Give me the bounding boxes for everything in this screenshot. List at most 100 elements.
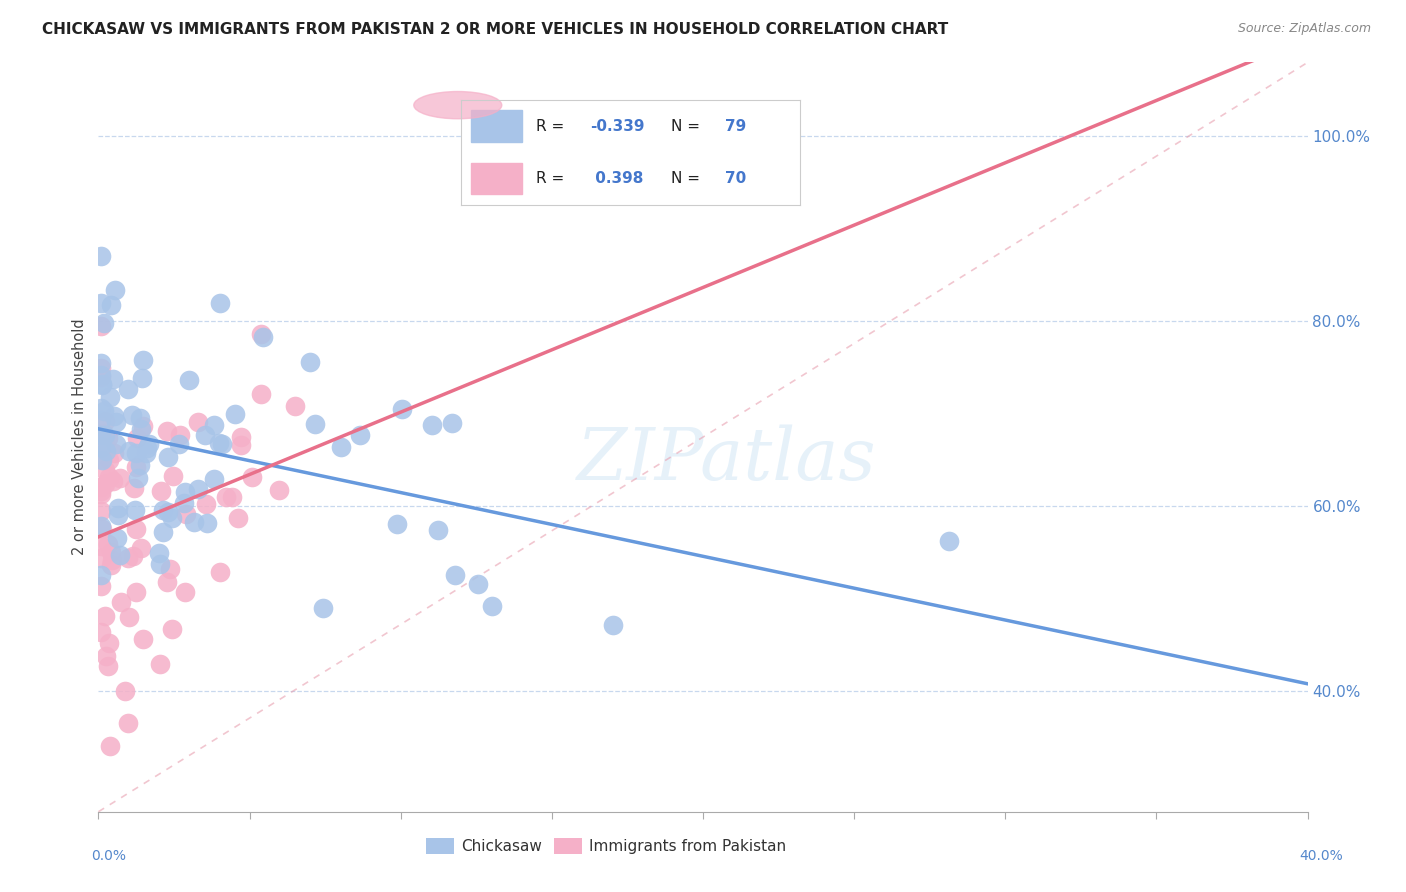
Point — [90, 356, 112, 370]
Point — [159, 562, 181, 576]
Point — [202, 418, 225, 433]
Point — [329, 440, 352, 454]
Point — [467, 577, 489, 591]
Point — [148, 546, 170, 560]
Point — [124, 502, 146, 516]
Point — [155, 575, 177, 590]
Point — [103, 409, 125, 423]
Point — [938, 534, 960, 549]
Point — [132, 353, 155, 368]
Point — [420, 417, 443, 432]
Point — [167, 436, 190, 450]
Point — [100, 298, 122, 312]
Text: ZIPatlas: ZIPatlas — [578, 425, 877, 495]
Point — [107, 500, 129, 515]
Point — [202, 472, 225, 486]
Point — [131, 371, 153, 385]
Point — [211, 436, 233, 450]
Point — [90, 579, 112, 593]
Point — [173, 585, 195, 599]
Point — [117, 715, 139, 730]
Point — [91, 522, 114, 536]
Point — [98, 390, 121, 404]
Point — [90, 550, 112, 565]
Point — [90, 480, 112, 494]
Point — [132, 418, 155, 433]
Point — [103, 446, 125, 460]
Point — [90, 360, 112, 375]
Point — [94, 477, 117, 491]
Text: 40.0%: 40.0% — [1299, 849, 1343, 863]
Point — [160, 622, 183, 636]
Point — [215, 490, 238, 504]
Point — [97, 469, 120, 483]
Point — [304, 417, 326, 432]
Point — [96, 658, 118, 673]
Point — [149, 557, 172, 571]
Point — [129, 541, 152, 556]
Point — [91, 426, 114, 441]
Point — [90, 539, 112, 553]
Point — [94, 428, 117, 442]
Point — [90, 504, 112, 518]
Point — [298, 355, 321, 369]
Point — [152, 525, 174, 540]
Point — [224, 407, 246, 421]
Point — [186, 483, 208, 497]
Point — [90, 249, 112, 263]
Point — [94, 608, 117, 623]
Point — [208, 435, 231, 450]
Point — [443, 568, 465, 582]
Point — [94, 414, 117, 428]
Point — [252, 330, 274, 344]
Point — [284, 399, 307, 413]
Point — [121, 549, 143, 563]
Point — [129, 410, 152, 425]
Point — [97, 432, 120, 446]
Point — [129, 458, 152, 472]
Point — [90, 376, 112, 391]
Point — [90, 624, 112, 639]
Point — [195, 497, 218, 511]
Point — [269, 483, 291, 497]
Point — [108, 471, 131, 485]
Point — [98, 739, 121, 753]
Point — [135, 445, 157, 459]
Point — [97, 537, 120, 551]
Point — [249, 326, 271, 341]
Point — [105, 415, 128, 429]
Point — [100, 545, 122, 559]
Point — [173, 496, 195, 510]
Point — [90, 451, 112, 466]
Point — [114, 684, 136, 698]
Point — [162, 469, 184, 483]
Point — [97, 453, 120, 467]
Point — [125, 431, 148, 445]
Point — [132, 632, 155, 647]
Point — [91, 452, 114, 467]
Point — [124, 459, 146, 474]
Point — [90, 567, 112, 582]
Y-axis label: 2 or more Vehicles in Household: 2 or more Vehicles in Household — [72, 318, 87, 556]
Point — [118, 610, 141, 624]
Point — [138, 436, 160, 450]
Text: 0.0%: 0.0% — [91, 849, 127, 863]
Point — [149, 483, 172, 498]
Point — [229, 430, 252, 444]
Point — [90, 296, 112, 310]
Point — [174, 507, 197, 521]
Point — [229, 438, 252, 452]
Point — [127, 470, 149, 484]
Point — [121, 409, 143, 423]
Point — [90, 370, 112, 384]
Point — [152, 503, 174, 517]
Point — [93, 316, 115, 330]
Point — [90, 413, 112, 427]
Point — [117, 551, 139, 566]
Point — [157, 450, 180, 465]
Point — [90, 484, 112, 499]
Point — [93, 404, 115, 418]
Point — [105, 531, 128, 545]
Point — [441, 416, 464, 430]
Point — [94, 463, 117, 477]
